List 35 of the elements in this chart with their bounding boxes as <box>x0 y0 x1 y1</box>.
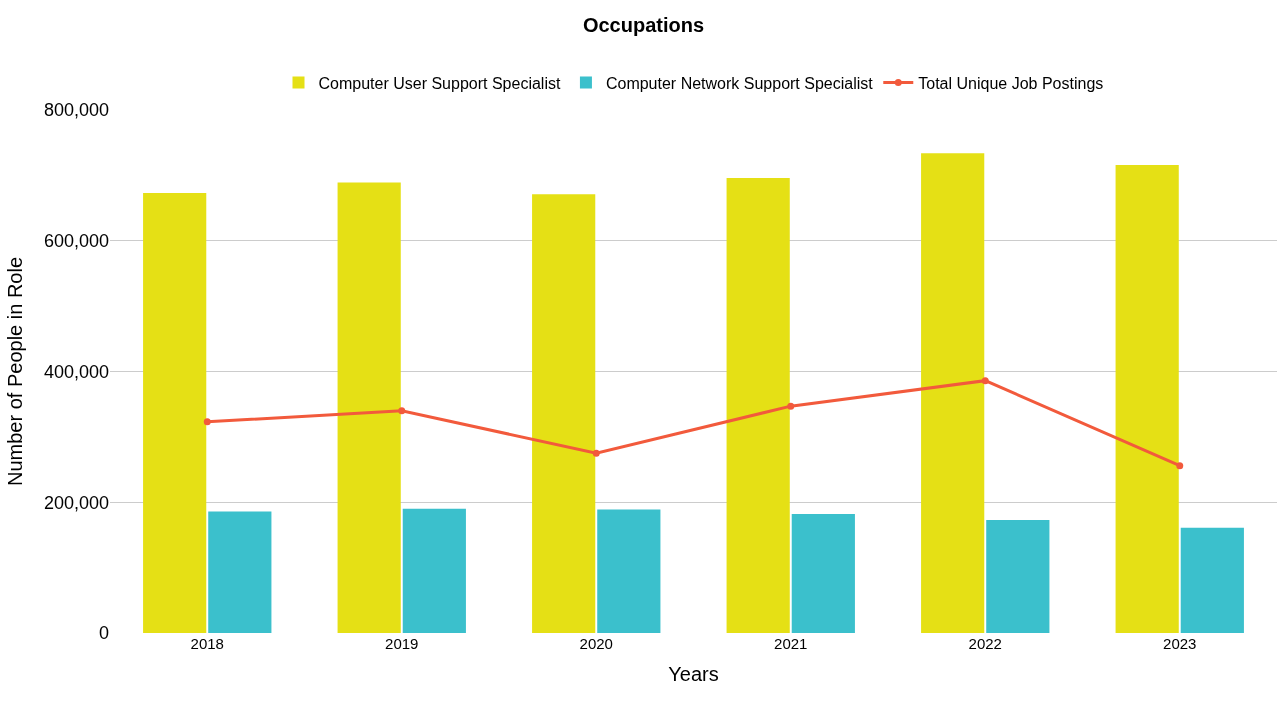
bar <box>921 153 985 633</box>
y-tick-label: 0 <box>98 623 109 644</box>
bar <box>1180 527 1244 633</box>
bar <box>143 193 207 633</box>
point <box>398 407 406 415</box>
bar <box>1115 164 1179 633</box>
point <box>592 449 600 457</box>
bar <box>337 182 401 633</box>
x-axis-title: Years <box>668 662 719 685</box>
x-tick-label: 2018 <box>190 635 224 652</box>
y-tick-label: 400,000 <box>43 361 109 382</box>
bar <box>726 177 790 633</box>
y-tick-label: 800,000 <box>43 100 109 121</box>
bar <box>532 194 596 633</box>
legend-label: Computer User Support Specialist <box>318 74 561 92</box>
y-tick-label: 200,000 <box>43 492 109 513</box>
point <box>981 377 989 385</box>
x-tick-label: 2020 <box>579 635 613 652</box>
legend-label: Total Unique Job Postings <box>918 74 1104 92</box>
bar <box>986 519 1050 633</box>
point <box>787 402 795 410</box>
y-tick-label: 600,000 <box>43 231 109 252</box>
point <box>1176 462 1184 470</box>
x-tick-label: 2019 <box>385 635 419 652</box>
x-tick-label: 2021 <box>774 635 808 652</box>
bar <box>791 514 855 633</box>
bar <box>402 508 466 633</box>
legend-label: Computer Network Support Specialist <box>605 74 874 92</box>
y-axis-title: Number of People in Role <box>4 256 27 487</box>
x-tick-label: 2023 <box>1163 635 1197 652</box>
bar <box>597 509 661 633</box>
chart-title: Occupations <box>582 13 705 36</box>
x-tick-label: 2022 <box>968 635 1002 652</box>
bar <box>208 511 272 633</box>
point <box>203 418 211 426</box>
